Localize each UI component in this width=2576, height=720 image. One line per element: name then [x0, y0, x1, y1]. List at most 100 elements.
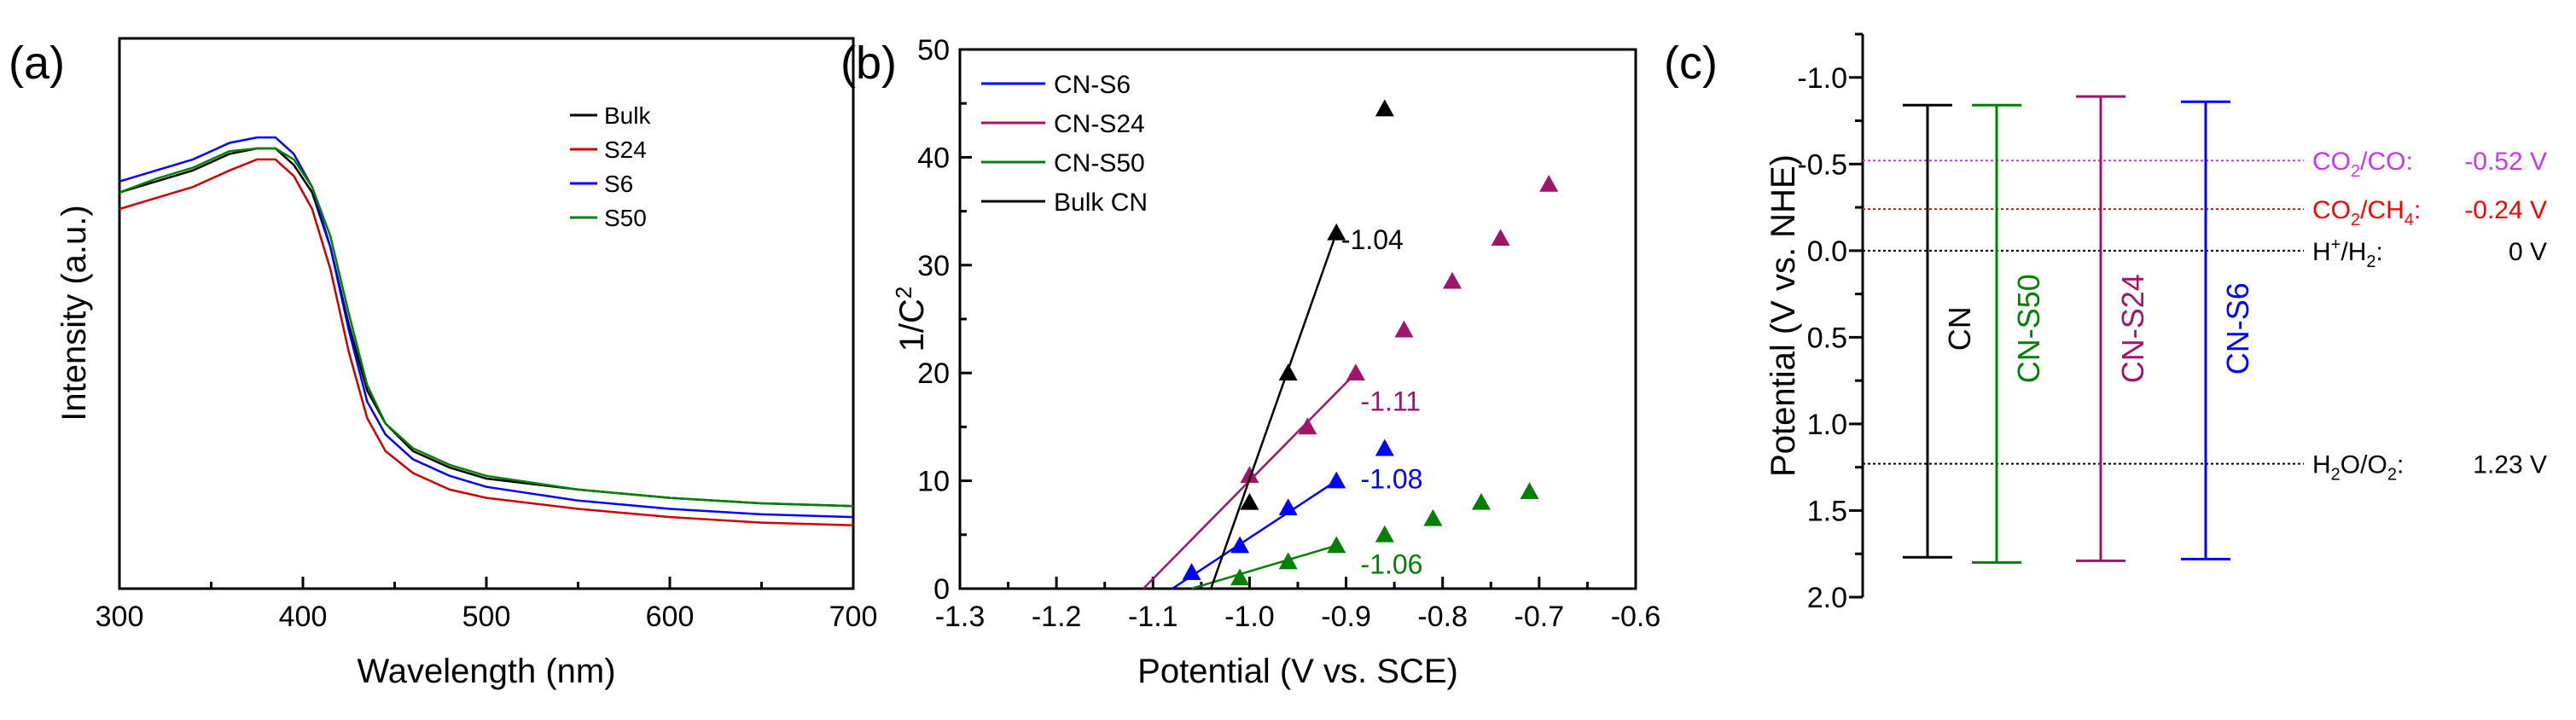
data-point-cn-s50 [1278, 552, 1298, 570]
data-point-cn-s24 [1491, 229, 1510, 246]
series-line-s50 [119, 147, 854, 508]
panel-b-series: -1.08 -1.11 -1.06 -1.04 [1143, 99, 1559, 590]
ref-label-part: /CO: [2360, 148, 2413, 176]
panel-a: (a) 300 400 500 600 700 Wavelength (nm) Inte… [9, 37, 878, 690]
data-point-cn-s6 [1182, 563, 1201, 580]
ref-label-sub: 2 [2351, 211, 2360, 229]
data-point-cn-s6 [1327, 471, 1346, 489]
panel-b: (b) -1.3 -1.2 -1.1 -1.0 -0.9 -0.8 -0.7 -0.6 0 10 2… [840, 34, 1660, 690]
band-label-cn-s6: CN-S6 [2220, 282, 2255, 375]
y-tick-label: 50 [917, 34, 950, 67]
ref-label-part: CO [2312, 196, 2351, 224]
y-tick-label: -1.0 [1797, 62, 1847, 95]
data-point-cn-s6 [1375, 438, 1394, 456]
ref-label-sub: 2 [2387, 466, 2397, 485]
data-point-cn-s24 [1240, 466, 1259, 484]
ref-label-0: CO2/CO: [2312, 148, 2413, 181]
y-tick-label: -0.5 [1797, 148, 1847, 181]
panel-a-series [119, 136, 854, 527]
data-point-bulk-cn [1375, 99, 1394, 117]
x-tick-label: 700 [829, 601, 878, 633]
panel-a-label: (a) [9, 38, 65, 89]
panel-b-label: (b) [840, 38, 897, 89]
x-tick-label: 600 [646, 601, 695, 633]
y-tick-label: 40 [917, 142, 950, 174]
ref-label-part: /H [2340, 238, 2366, 266]
panel-c-label: (c) [1664, 38, 1718, 89]
data-point-cn-s50 [1375, 525, 1394, 543]
legend-label-cn-s6: CN-S6 [1054, 71, 1131, 99]
y-tick-label: 2.0 [1807, 582, 1847, 614]
y-tick-label: 20 [917, 357, 950, 390]
ref-label-sub: 2 [2351, 162, 2360, 181]
data-point-cn-s24 [1346, 363, 1365, 380]
intercept-label-cn-s24: -1.11 [1361, 386, 1422, 416]
ref-value-1: -0.24 V [2464, 196, 2547, 224]
ref-label-part: /CH [2360, 196, 2404, 224]
ref-label-part: O/O [2340, 451, 2387, 479]
fit-line-bulk-cn [1209, 232, 1338, 589]
panel-c-y-axis: -1.0 -0.5 0.0 0.5 1.0 1.5 2.0 [1797, 32, 1864, 614]
ref-label-part: : [2414, 196, 2421, 224]
data-point-cn-s24 [1298, 417, 1317, 435]
ref-label-sub: 4 [2404, 211, 2414, 229]
panel-c-y-axis-title: Potential (V vs. NHE) [1765, 154, 1802, 477]
panel-a-x-ticks: 300 400 500 600 700 [96, 577, 878, 633]
data-point-cn-s50 [1471, 492, 1491, 510]
y-tick-label: 1.0 [1807, 409, 1847, 441]
fit-line-cn-s50 [1191, 544, 1337, 590]
x-tick-label: -1.2 [1032, 601, 1082, 633]
panel-b-ticks: -1.3 -1.2 -1.1 -1.0 -0.9 -0.8 -0.7 -0.6 0 10 20 30 4… [917, 34, 1660, 633]
panel-b-y-axis-title: 1/C2 [891, 287, 931, 352]
data-point-cn-s6 [1278, 498, 1298, 515]
panel-b-y-axis-title-sup: 2 [891, 287, 916, 299]
ref-label-part: H [2312, 238, 2331, 266]
band-label-cn: CN [1942, 306, 1977, 351]
x-tick-label: -1.1 [1128, 601, 1178, 633]
x-tick-label: 400 [279, 601, 328, 633]
legend-label-s24: S24 [604, 136, 647, 163]
y-tick-label: 0 [933, 573, 950, 606]
band-label-cn-s50: CN-S50 [2011, 274, 2046, 383]
panel-c-bands: CN CN-S50 CN-S24 CN-S6 [1903, 95, 2255, 564]
x-tick-label: 500 [462, 601, 511, 633]
ref-value-2: 0 V [2509, 238, 2547, 266]
ref-label-2: H+/H2: [2312, 235, 2383, 271]
panel-b-legend: CN-S6 CN-S24 CN-S50 Bulk CN [981, 71, 1148, 217]
series-line-s6 [119, 136, 854, 519]
x-tick-label: -0.8 [1417, 601, 1468, 633]
panel-a-plot-frame [118, 37, 855, 590]
x-tick-label: -0.7 [1515, 601, 1565, 633]
data-point-cn-s50 [1327, 536, 1346, 554]
legend-label-s50: S50 [604, 205, 647, 231]
data-point-cn-s50 [1520, 482, 1539, 500]
data-point-cn-s50 [1423, 508, 1443, 526]
series-line-s24 [119, 158, 854, 527]
series-line-bulk [119, 147, 854, 508]
panel-c: (c) -1.0 -0.5 0.0 0.5 1.0 1.5 2.0 Potential (V… [1664, 32, 2547, 614]
x-tick-label: 300 [96, 601, 144, 633]
panel-b-y-axis-title-main: 1/C [893, 299, 931, 351]
x-tick-label: -0.6 [1611, 601, 1661, 633]
legend-label-bulk: Bulk [604, 102, 651, 129]
y-tick-label: 30 [917, 250, 950, 282]
band-label-cn-s24: CN-S24 [2115, 274, 2150, 383]
ref-label-part: H [2312, 451, 2331, 479]
data-point-cn-s24 [1539, 175, 1559, 192]
y-tick-label: 10 [917, 466, 950, 498]
data-point-bulk-cn [1240, 492, 1259, 510]
fit-line-cn-s6 [1172, 479, 1337, 590]
ref-label-sub: 2 [2331, 466, 2340, 485]
ref-label-3: H2O/O2: [2312, 451, 2404, 485]
legend-label-s6: S6 [604, 171, 633, 197]
ref-label-part: CO [2312, 148, 2351, 176]
data-point-cn-s50 [1230, 568, 1250, 586]
ref-value-3: 1.23 V [2473, 451, 2547, 479]
ref-label-part: : [2375, 238, 2382, 266]
ref-label-sub: 2 [2366, 253, 2375, 271]
ref-value-0: -0.52 V [2464, 148, 2547, 176]
legend-label-cn-s50: CN-S50 [1054, 149, 1145, 177]
data-point-cn-s24 [1394, 320, 1414, 338]
